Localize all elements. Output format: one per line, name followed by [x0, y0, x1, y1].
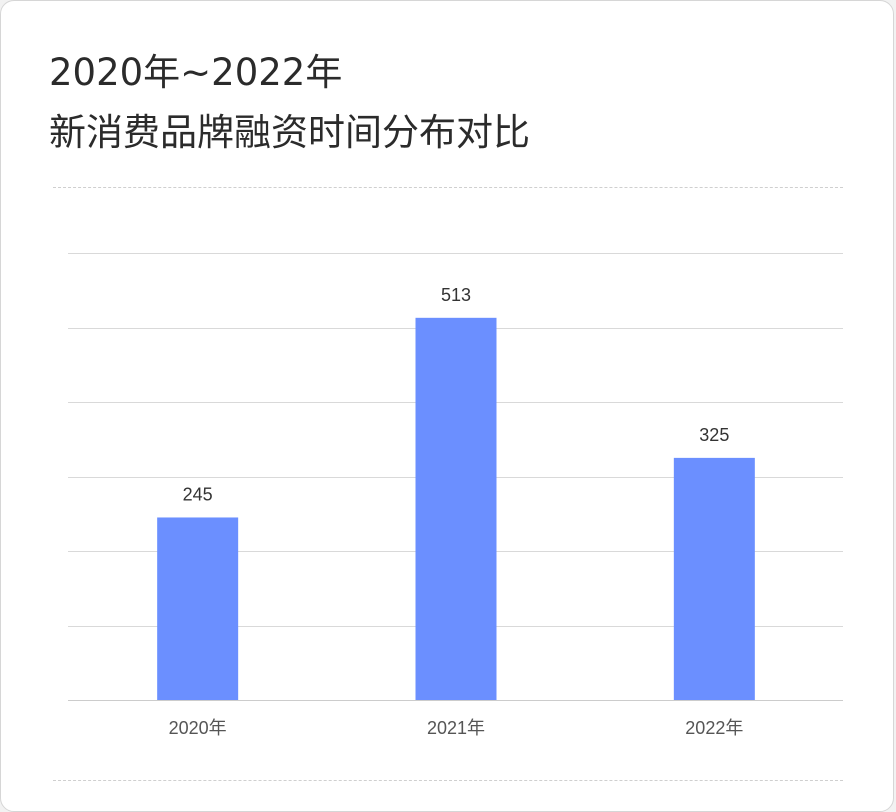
- x-tick-label-2: 2021年: [427, 718, 485, 738]
- chart-title: 2020年~2022年 新消费品牌融资时间分布对比: [49, 43, 530, 163]
- data-label-1: 245: [183, 484, 213, 504]
- bar-3: [673, 457, 755, 700]
- top-divider: [53, 187, 843, 188]
- x-tick-label-1: 2020年: [169, 718, 227, 738]
- chart-title-line-2: 新消费品牌融资时间分布对比: [49, 111, 530, 154]
- data-label-2: 513: [441, 285, 471, 305]
- x-tick-label-3: 2022年: [685, 718, 743, 738]
- bottom-divider: [53, 780, 843, 781]
- bar-2: [415, 317, 497, 700]
- chart-title-line-1: 2020年~2022年: [49, 51, 343, 94]
- data-label-3: 325: [699, 425, 729, 445]
- bar-1: [157, 517, 239, 700]
